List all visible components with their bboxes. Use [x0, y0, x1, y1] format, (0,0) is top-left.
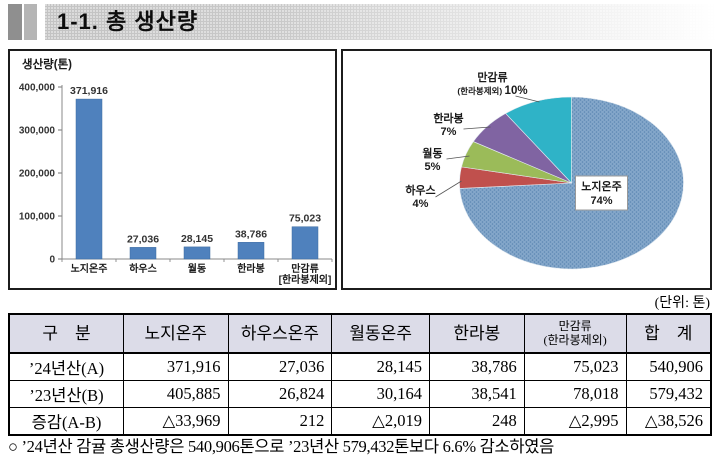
bar-value-label: 28,145 — [181, 233, 213, 245]
y-axis-title: 생산량(톤) — [22, 57, 72, 71]
table-cell: 248 — [428, 407, 525, 436]
pie-leader-line — [515, 95, 540, 103]
title-background: 1-1. 총 생산량 — [45, 4, 718, 40]
bar-value-label: 75,023 — [289, 213, 321, 225]
table-cell: 28,145 — [331, 352, 430, 381]
category-label: 한라봉 — [237, 262, 265, 275]
table-row-label: ’23년산(B) — [8, 380, 124, 408]
pie-label: (한라봉제외) 10% — [457, 85, 527, 97]
pie-inside-label-box — [575, 175, 628, 211]
table-cell: △38,526 — [625, 407, 712, 436]
table-header-cell: 하우스온주 — [227, 313, 333, 354]
bar-segment — [237, 242, 265, 260]
table-header-cell: 만감류 (한라봉제외) — [523, 313, 627, 354]
pie-label: 74% — [590, 195, 612, 207]
page-title: 1-1. 총 생산량 — [57, 9, 199, 34]
table-cell: 579,432 — [625, 380, 712, 408]
pie-leader-line — [435, 180, 462, 198]
production-bar-chart: 생산량(톤) 0 100,000 200,000 300,000 400,000 371,9… — [8, 49, 337, 290]
table-row: ’23년산(B) 405,885 26,824 30,164 38,541 78,018 5… — [8, 380, 712, 408]
y-tick-label: 300,000 — [19, 126, 56, 137]
pie-label: 4% — [413, 198, 429, 210]
unit-note: (단위: 톤) — [654, 296, 710, 311]
category-label: 만감류 [한라봉제외] — [279, 262, 332, 286]
category-label: 월동 — [188, 263, 206, 275]
table-cell: 212 — [227, 407, 333, 436]
table-cell: 38,541 — [428, 380, 525, 408]
bar-segment — [75, 98, 103, 260]
bar-segment — [291, 226, 319, 260]
table-header-cell: 합 계 — [625, 313, 712, 354]
table-cell: 540,906 — [625, 352, 712, 381]
section-title-bar: 1-1. 총 생산량 — [8, 4, 718, 40]
table-header-cell: 구 분 — [8, 313, 124, 354]
summary-footnote: ○ ’24년산 감귤 총생산량은 540,906톤으로 ’23년산 579,43… — [8, 437, 555, 456]
title-accent-dark — [8, 4, 22, 40]
y-tick-label: 0 — [49, 255, 55, 266]
category-label: 노지온주 — [71, 262, 108, 275]
table-cell: 26,824 — [227, 380, 333, 408]
table-header-cell: 한라봉 — [428, 313, 525, 354]
pie-leader-line — [446, 155, 470, 160]
title-accent-light — [24, 4, 37, 40]
bar-value-label: 371,916 — [70, 85, 108, 97]
bar-segment — [183, 246, 211, 260]
table-cell: △33,969 — [122, 407, 229, 436]
y-tick-label: 200,000 — [19, 169, 56, 180]
pie-label: 하우스 — [405, 183, 435, 197]
production-table: 구 분 노지온주 하우스온주 월동온주 한라봉 만감류 (한라봉제외) 합 계 ’24년산(A)… — [8, 313, 712, 436]
table-row-label: 증감(A-B) — [8, 407, 124, 436]
table-cell: △2,995 — [523, 407, 627, 436]
table-cell: 30,164 — [331, 380, 430, 408]
pie-label: 월동 — [422, 146, 442, 160]
pie-label: 5% — [425, 161, 441, 173]
y-tick-label: 400,000 — [19, 83, 56, 94]
table-cell: 27,036 — [227, 352, 333, 381]
table-cell: △2,019 — [331, 407, 430, 436]
bar-segment — [129, 247, 157, 260]
table-header-cell: 노지온주 — [122, 313, 229, 354]
bar-value-label: 27,036 — [127, 233, 159, 245]
production-share-pie-chart: 노지온주 74% 하우스 4% 월동 5% 한라봉 7% 만감류 (한라봉제외) 10% — [341, 49, 712, 290]
pie-label: 7% — [441, 126, 457, 138]
table-row: 증감(A-B) △33,969 212 △2,019 248 △2,995 △38,526 — [8, 407, 712, 436]
table-cell: 405,885 — [122, 380, 229, 408]
pie-leader-line — [463, 126, 491, 130]
pie-label: 노지온주 — [581, 179, 621, 193]
pie-label: 한라봉 — [433, 111, 463, 125]
table-header-cell: 월동온주 — [331, 313, 430, 354]
category-label: 하우스 — [129, 262, 157, 275]
table-cell: 75,023 — [523, 352, 627, 381]
table-cell: 371,916 — [122, 352, 229, 381]
charts-panel: 생산량(톤) 0 100,000 200,000 300,000 400,000 371,9… — [8, 49, 712, 290]
pie-label: 만감류 — [477, 70, 507, 84]
table-cell: 38,786 — [428, 352, 525, 381]
table-cell: 78,018 — [523, 380, 627, 408]
table-row-label: ’24년산(A) — [8, 352, 124, 381]
y-tick-label: 100,000 — [19, 212, 56, 223]
table-row: ’24년산(A) 371,916 27,036 28,145 38,786 75,023 5… — [8, 352, 712, 381]
bar-value-label: 38,786 — [235, 228, 267, 240]
